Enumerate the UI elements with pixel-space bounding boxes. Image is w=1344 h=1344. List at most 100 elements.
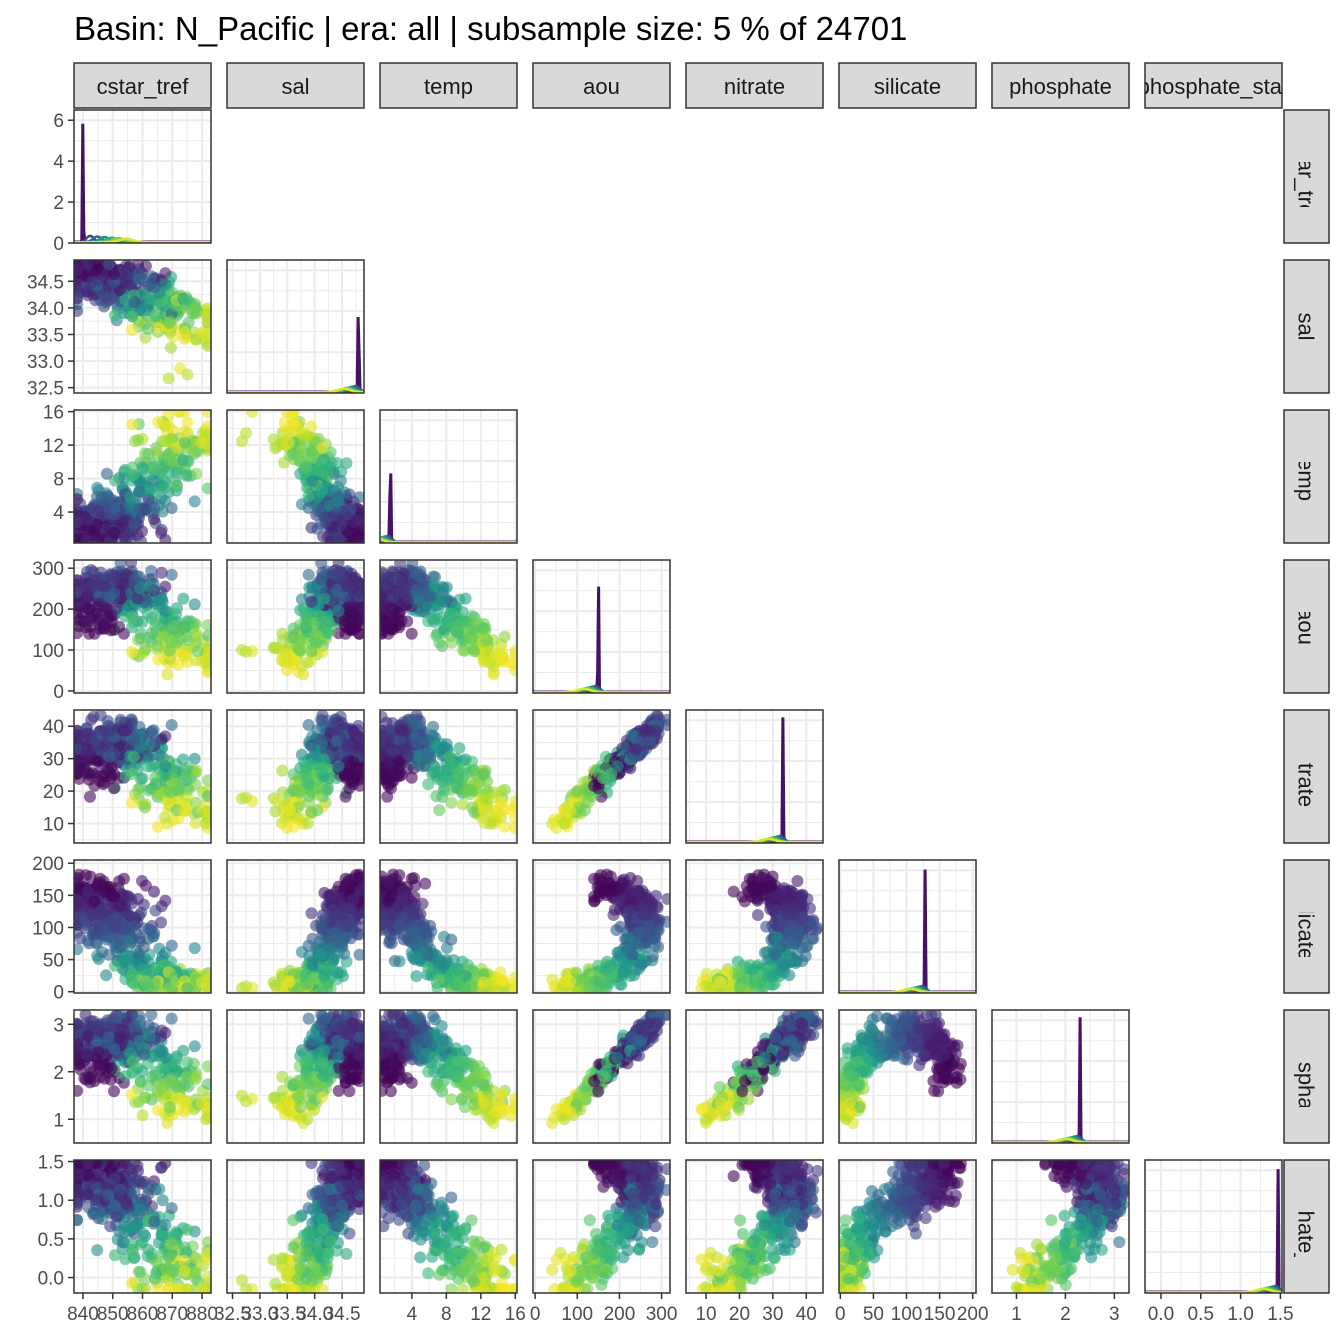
scatter-point [295, 593, 308, 606]
scatter-point [330, 583, 343, 596]
scatter-point [452, 772, 465, 784]
scatter-point [195, 976, 208, 989]
scatter-point [395, 725, 408, 738]
scatter-point [318, 592, 331, 605]
scatter-point [477, 622, 490, 635]
scatter-point [92, 505, 105, 518]
scatter-point [79, 869, 92, 882]
scatter-point [303, 796, 315, 809]
scatter-point [353, 514, 364, 527]
scatter-point [148, 501, 161, 514]
scatter-point [570, 786, 583, 799]
scatter-point [148, 927, 161, 939]
scatter-point [142, 448, 155, 460]
scatter-point [340, 766, 353, 779]
scatter-point [484, 817, 497, 830]
scatter-point [148, 583, 161, 596]
scatter-point [332, 568, 345, 581]
scatter-point [393, 607, 405, 620]
scatter-point [302, 502, 315, 514]
scatter-point [90, 607, 103, 620]
scatter-point [113, 899, 126, 912]
scatter-point [81, 884, 94, 897]
scatter-point [163, 982, 176, 993]
scatter-point [148, 736, 161, 748]
scatter-point [343, 782, 356, 795]
scatter-point [104, 881, 117, 894]
scatter-point [159, 580, 172, 593]
scatter-point [142, 322, 155, 335]
scatter-point [158, 811, 171, 824]
scatter-point [195, 326, 208, 339]
scatter-point [335, 465, 348, 478]
scatter-point [302, 719, 315, 731]
scatter-point [131, 592, 144, 605]
scatter-point [315, 560, 328, 569]
scatter-point [149, 461, 162, 473]
scatter-point [643, 725, 656, 738]
scatter-point [74, 586, 83, 599]
scatter-point [108, 526, 120, 539]
scatter-point [108, 938, 121, 951]
scatter-point [190, 764, 203, 777]
scatter-point [85, 908, 98, 921]
scatter-point [240, 645, 252, 658]
scatter-point [316, 615, 329, 628]
scatter-point [305, 521, 318, 534]
scatter-points [74, 560, 211, 681]
scatter-point [114, 713, 127, 726]
density-curves [74, 123, 211, 243]
scatter-point [108, 782, 120, 795]
scatter-point [149, 961, 162, 974]
scatter-point [74, 893, 83, 906]
scatter-points [236, 410, 364, 543]
scatter-point [181, 615, 194, 628]
scatter-point [108, 890, 120, 903]
scatter-point [405, 627, 418, 640]
scatter-point [287, 622, 300, 635]
scatter-point [159, 533, 172, 543]
scatter-point [380, 590, 388, 602]
gridlines [533, 560, 670, 693]
scatter-point [276, 764, 289, 777]
scatter-point [125, 560, 138, 569]
scatter-points [74, 710, 211, 834]
scatter-point [106, 291, 119, 304]
scatter-point [170, 466, 183, 479]
scatter-point [380, 568, 390, 581]
scatter-point [82, 766, 95, 779]
scatter-point [488, 650, 501, 663]
scatter-point [159, 278, 172, 291]
scatter-point [509, 812, 517, 825]
panel-border [73, 709, 212, 844]
scatter-point [85, 731, 98, 744]
scatter-points [380, 710, 517, 834]
panel-sal-vs-aou [226, 559, 365, 694]
scatter-point [159, 605, 172, 617]
scatter-point [165, 719, 178, 731]
scatter-point [181, 762, 194, 775]
panel-sal-vs-nitrate [226, 709, 365, 844]
panel-cstar_tref-vs-nitrate [73, 709, 212, 844]
scatter-point [181, 791, 194, 804]
scatter-point [498, 630, 511, 643]
scatter-point [202, 790, 211, 803]
scatter-point [600, 762, 613, 775]
scatter-point [395, 574, 408, 587]
gridlines [74, 110, 211, 243]
scatter-point [444, 760, 456, 773]
scatter-point [246, 410, 259, 418]
scatter-point [286, 410, 299, 418]
scatter-point [276, 627, 289, 640]
scatter-point [269, 805, 282, 818]
scatter-point [170, 608, 183, 621]
panel-background [227, 260, 364, 393]
scatter-point [181, 981, 194, 993]
scatter-point [149, 772, 162, 784]
scatter-point [152, 653, 165, 666]
scatter-point [316, 454, 329, 467]
density-curve [533, 687, 670, 693]
scatter-point [445, 796, 458, 809]
scatter-point [498, 820, 511, 833]
scatter-point [342, 739, 355, 752]
